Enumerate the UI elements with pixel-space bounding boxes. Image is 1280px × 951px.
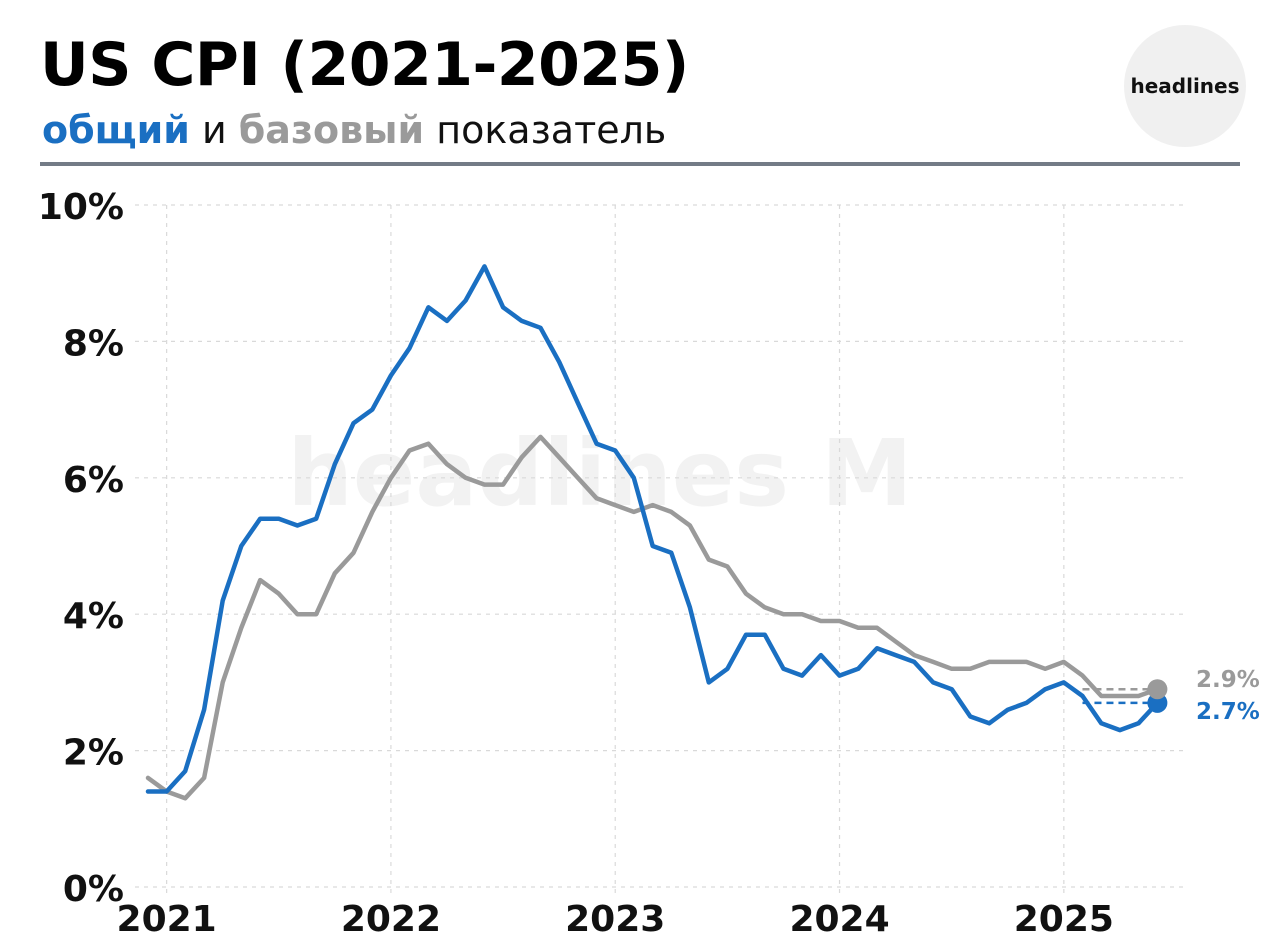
x-tick-label: 2023 [565, 899, 665, 940]
core-end-label: 2.9% [1196, 667, 1260, 693]
watermark-text: headlines M [287, 420, 912, 527]
x-tick-label: 2021 [117, 899, 217, 940]
y-tick-label: 8% [63, 323, 124, 364]
brand-logo: headlines [1124, 25, 1246, 147]
subtitle-headline-word: общий [42, 108, 190, 152]
x-tick-label: 2022 [341, 899, 441, 940]
x-tick-label: 2025 [1014, 899, 1114, 940]
y-tick-label: 2% [63, 733, 124, 774]
core-cpi-line [145, 434, 1160, 801]
chart-title: US CPI (2021-2025) [40, 30, 689, 100]
y-tick-label: 0% [63, 869, 124, 910]
y-tick-label: 6% [63, 460, 124, 501]
subtitle-core-word: базовый [238, 108, 425, 152]
headline-cpi-line [145, 264, 1160, 794]
subtitle-connector: и [189, 108, 239, 152]
y-tick-label: 4% [63, 596, 124, 637]
brand-logo-text: headlines [1130, 74, 1240, 98]
core-end-dot [1147, 679, 1168, 700]
subtitle-ending: показатель [424, 108, 667, 152]
y-tick-label: 10% [38, 187, 124, 228]
headline-end-label: 2.7% [1196, 699, 1260, 725]
header-divider [40, 162, 1240, 166]
x-tick-label: 2024 [789, 899, 889, 940]
chart-subtitle: общий и базовый показатель [42, 108, 666, 152]
